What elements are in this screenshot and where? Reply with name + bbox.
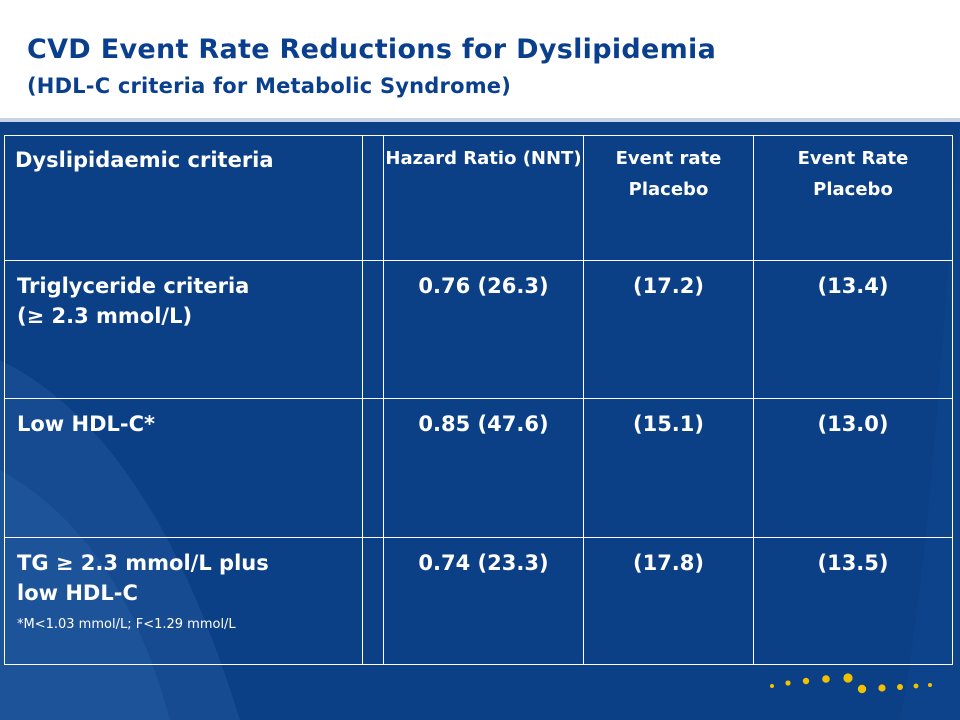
header-event-rate-2-line2: Placebo: [813, 179, 893, 200]
table-row: Low HDL-C* 0.85 (47.6) (15.1) (13.0): [4, 398, 953, 538]
hazard-ratio-value: 0.76 (26.3): [383, 260, 584, 399]
slide-title: CVD Event Rate Reductions for Dyslipidem…: [27, 34, 717, 65]
title-header: CVD Event Rate Reductions for Dyslipidem…: [0, 0, 960, 118]
header-event-rate-2-line1: Event Rate: [797, 148, 909, 169]
spacer-cell: [362, 260, 384, 399]
row-label-line1: Low HDL-C*: [17, 412, 156, 436]
header-event-rate-1-line2: Placebo: [628, 179, 709, 200]
row-label-line2: low HDL-C: [17, 581, 138, 605]
event-rate-1-value: (17.8): [583, 537, 754, 665]
decorative-dots-icon: [770, 673, 932, 694]
table-row: Triglyceride criteria (≥ 2.3 mmol/L) 0.7…: [4, 260, 953, 399]
spacer-cell: [362, 135, 384, 261]
header-divider: [0, 118, 960, 122]
hazard-ratio-value: 0.85 (47.6): [383, 398, 584, 538]
header-event-rate-1-line1: Event rate: [615, 148, 722, 169]
row-label-line2: (≥ 2.3 mmol/L): [17, 304, 193, 328]
header-event-rate-2: Event Rate Placebo: [753, 135, 953, 261]
event-rate-2-value: (13.0): [753, 398, 953, 538]
row-label-line1: Triglyceride criteria: [17, 274, 250, 298]
row-label: Low HDL-C*: [4, 398, 363, 538]
spacer-cell: [362, 398, 384, 538]
table-row: TG ≥ 2.3 mmol/L plus low HDL-C *M<1.03 m…: [4, 537, 953, 665]
event-rate-2-value: (13.4): [753, 260, 953, 399]
table-header-row: Dyslipidaemic criteria Hazard Ratio (NNT…: [4, 135, 953, 261]
row-label: TG ≥ 2.3 mmol/L plus low HDL-C *M<1.03 m…: [4, 537, 363, 665]
event-rate-2-value: (13.5): [753, 537, 953, 665]
results-table: Dyslipidaemic criteria Hazard Ratio (NNT…: [4, 135, 953, 665]
header-event-rate-1: Event rate Placebo: [583, 135, 754, 261]
row-label: Triglyceride criteria (≥ 2.3 mmol/L): [4, 260, 363, 399]
spacer-cell: [362, 537, 384, 665]
header-hazard-ratio: Hazard Ratio (NNT): [383, 135, 584, 261]
event-rate-1-value: (17.2): [583, 260, 754, 399]
event-rate-1-value: (15.1): [583, 398, 754, 538]
header-hazard-ratio-text: Hazard Ratio (NNT): [385, 148, 582, 169]
hazard-ratio-value: 0.74 (23.3): [383, 537, 584, 665]
slide-subtitle: (HDL-C criteria for Metabolic Syndrome): [27, 74, 512, 98]
footnote: *M<1.03 mmol/L; F<1.29 mmol/L: [17, 617, 236, 632]
header-criteria: Dyslipidaemic criteria: [4, 135, 363, 261]
row-label-line1: TG ≥ 2.3 mmol/L plus: [17, 551, 269, 575]
